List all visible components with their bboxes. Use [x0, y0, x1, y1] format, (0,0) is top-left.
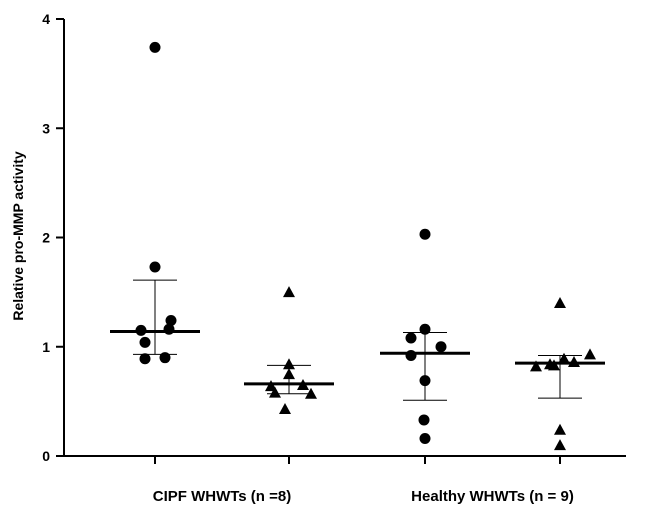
data-point [149, 261, 161, 273]
x-group-label: CIPF WHWTs (n =8) [153, 488, 291, 505]
y-tick-label: 1 [42, 339, 50, 355]
data-point [405, 349, 417, 361]
data-point [568, 356, 580, 368]
series-group [380, 228, 470, 445]
data-point [435, 341, 447, 353]
data-point [554, 297, 566, 309]
data-point [405, 332, 417, 344]
series-group [244, 286, 334, 415]
data-point [283, 358, 295, 370]
data-point [419, 375, 431, 387]
data-point [584, 348, 596, 360]
x-group-label: Healthy WHWTs (n = 9) [411, 488, 574, 505]
data-point [279, 403, 291, 415]
data-point [165, 315, 177, 327]
data-point [139, 353, 151, 365]
data-point [139, 336, 151, 348]
y-tick-label: 2 [42, 230, 50, 246]
y-axis: 0 1 2 3 4 [42, 11, 65, 464]
data-point [419, 323, 431, 335]
x-axis [64, 455, 626, 464]
data-point [554, 439, 566, 451]
group-labels: CIPF WHWTs (n =8) Healthy WHWTs (n = 9) [153, 488, 574, 505]
data-point [554, 423, 566, 435]
data-point [283, 286, 295, 298]
y-tick-label: 3 [42, 120, 50, 136]
data-point [558, 352, 570, 364]
data-point [305, 387, 317, 399]
data-point [149, 41, 161, 53]
y-axis-title: Relative pro-MMP activity [10, 151, 26, 321]
data-point [418, 414, 430, 426]
data-point [159, 352, 171, 364]
data-point [269, 386, 281, 398]
series-group [515, 297, 605, 451]
series-group [110, 41, 200, 365]
plot-area [110, 41, 605, 451]
data-point [163, 323, 175, 335]
data-point [419, 433, 431, 445]
y-tick-label: 4 [42, 11, 50, 27]
data-point [283, 368, 295, 380]
data-point [419, 228, 431, 240]
data-point [530, 360, 542, 372]
data-point [265, 380, 277, 392]
data-point [548, 359, 560, 371]
y-tick-label: 0 [42, 448, 50, 464]
